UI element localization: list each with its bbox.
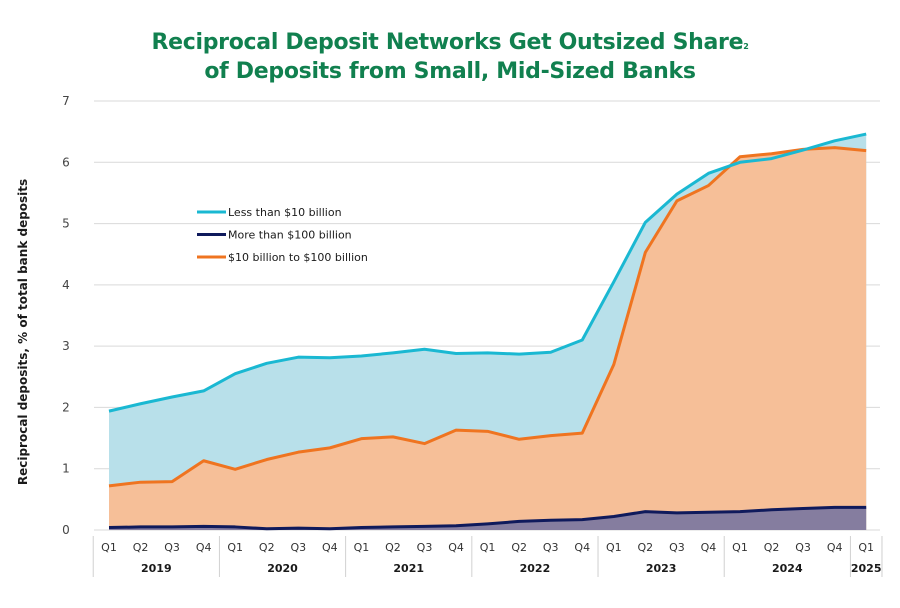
x-tick-quarter: Q1 xyxy=(858,541,874,554)
x-tick-year: 2022 xyxy=(520,562,551,575)
x-tick-quarter: Q3 xyxy=(795,541,811,554)
x-tick-year: 2025 xyxy=(851,562,882,575)
x-tick-quarter: Q4 xyxy=(322,541,338,554)
x-tick-year: 2021 xyxy=(393,562,424,575)
x-tick-quarter: Q4 xyxy=(196,541,212,554)
areas xyxy=(109,134,867,530)
y-tick-label: 5 xyxy=(62,217,70,231)
x-tick-quarter: Q4 xyxy=(574,541,590,554)
x-tick-quarter: Q1 xyxy=(606,541,622,554)
y-axis-label: Reciprocal deposits, % of total bank dep… xyxy=(16,179,30,485)
x-tick-quarter: Q1 xyxy=(354,541,370,554)
area-10b-to-100b xyxy=(109,147,867,530)
x-tick-quarter: Q4 xyxy=(448,541,464,554)
x-tick-year: 2019 xyxy=(141,562,172,575)
title-line-1: Reciprocal Deposit Networks Get Outsized… xyxy=(151,30,744,55)
legend-label: More than $100 billion xyxy=(228,229,352,242)
line-less-than-10b xyxy=(108,132,867,413)
x-tick-quarter: Q3 xyxy=(290,541,306,554)
x-tick-quarter: Q3 xyxy=(164,541,180,554)
x-tick-quarter: Q4 xyxy=(827,541,843,554)
title-footnote: 2 xyxy=(743,42,749,51)
x-tick-quarter: Q2 xyxy=(385,541,401,554)
legend-label: $10 billion to $100 billion xyxy=(228,251,368,264)
x-tick-quarter: Q3 xyxy=(669,541,685,554)
x-tick-quarter: Q4 xyxy=(701,541,717,554)
y-axis-ticks: 0 1 2 3 4 5 6 7 xyxy=(62,94,70,537)
x-tick-quarter: Q3 xyxy=(417,541,433,554)
x-tick-quarter: Q1 xyxy=(480,541,496,554)
y-tick-label: 7 xyxy=(62,94,70,108)
x-tick-quarter: Q1 xyxy=(227,541,243,554)
title-line-2: of Deposits from Small, Mid-Sized Banks xyxy=(204,59,696,84)
line-10b-to-100b xyxy=(108,146,867,488)
x-tick-quarter: Q1 xyxy=(732,541,748,554)
y-tick-label: 1 xyxy=(62,462,70,476)
y-tick-label: 0 xyxy=(62,523,70,537)
x-tick-quarter: Q2 xyxy=(133,541,149,554)
x-tick-year: 2024 xyxy=(772,562,803,575)
x-tick-quarter: Q2 xyxy=(259,541,275,554)
y-tick-label: 4 xyxy=(62,278,70,292)
x-tick-year: 2020 xyxy=(267,562,298,575)
x-tick-year: 2023 xyxy=(646,562,677,575)
legend-label: Less than $10 billion xyxy=(228,206,342,219)
x-axis: Q1 Q2 Q3 Q4 Q1 Q2 Q3 Q4 Q1 Q2 Q3 Q4 Q1 Q2 Q3 Q4 Q1 Q2 Q3 Q4… xyxy=(92,536,883,577)
legend: Less than $10 billion More than $100 bill… xyxy=(197,206,368,264)
y-tick-label: 3 xyxy=(62,339,70,353)
x-tick-quarter: Q3 xyxy=(543,541,559,554)
x-tick-quarter: Q1 xyxy=(101,541,117,554)
line-more-than-100b xyxy=(108,505,867,531)
y-tick-label: 2 xyxy=(62,400,70,414)
x-tick-quarter: Q2 xyxy=(638,541,654,554)
lines xyxy=(108,132,867,531)
y-tick-label: 6 xyxy=(62,155,70,169)
x-tick-quarter: Q2 xyxy=(764,541,780,554)
x-tick-quarter: Q2 xyxy=(511,541,527,554)
chart-title: Reciprocal Deposit Networks Get Outsized… xyxy=(0,28,900,86)
